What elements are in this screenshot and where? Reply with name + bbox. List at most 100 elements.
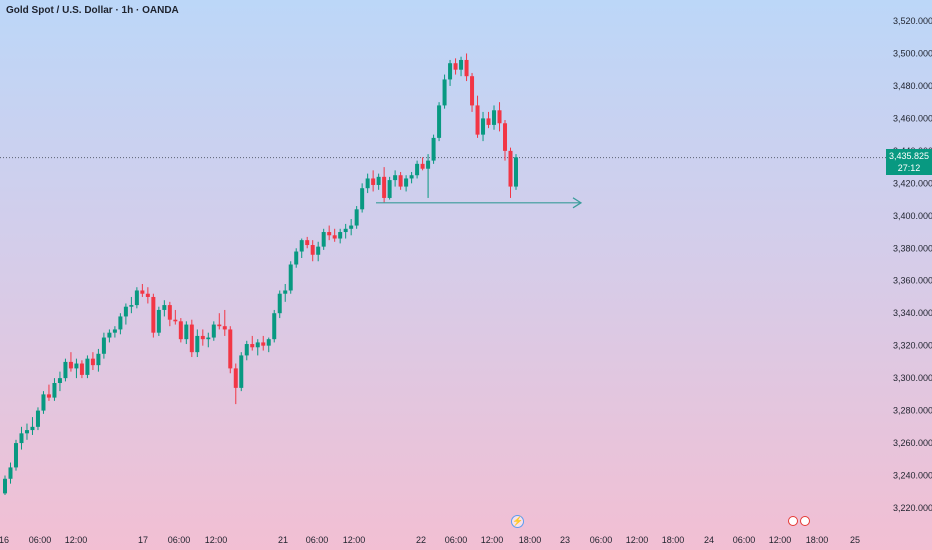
candle-body <box>508 150 513 187</box>
x-tick-label: 12:00 <box>769 535 792 545</box>
candle-body <box>404 178 409 187</box>
y-tick-label: 3,360.000 <box>893 276 932 286</box>
candle-body <box>354 209 359 226</box>
candle-body <box>129 305 134 307</box>
candle-body <box>426 160 431 169</box>
candle-body <box>101 337 106 354</box>
candle-body <box>288 264 293 291</box>
economic-event-icon[interactable] <box>788 516 798 526</box>
x-tick-label: 12:00 <box>343 535 366 545</box>
candle-body <box>459 59 464 70</box>
y-tick-label: 3,520.000 <box>893 16 932 26</box>
candle-body <box>63 361 68 379</box>
candle-body <box>151 296 156 333</box>
y-tick-label: 3,260.000 <box>893 438 932 448</box>
candle-body <box>338 232 343 239</box>
y-tick-label: 3,500.000 <box>893 48 932 58</box>
candle-body <box>13 443 18 468</box>
candle-body <box>30 426 35 431</box>
candle-body <box>112 329 117 333</box>
candle-body <box>305 240 310 246</box>
candle-body <box>497 110 502 124</box>
candle-body <box>118 316 123 330</box>
candle-body <box>283 290 288 294</box>
candle-body <box>327 232 332 236</box>
x-tick-label: 21 <box>278 535 288 545</box>
candle-body <box>272 313 277 340</box>
candle-body <box>173 319 178 322</box>
candle-body <box>387 180 392 198</box>
candle-body <box>486 118 491 125</box>
current-price-value: 3,435.825 <box>888 151 930 161</box>
x-tick-label: 12:00 <box>65 535 88 545</box>
candle-body <box>123 306 128 317</box>
candle-body <box>250 344 255 348</box>
candle-body <box>266 339 271 346</box>
y-tick-label: 3,400.000 <box>893 211 932 221</box>
candle-body <box>52 383 57 398</box>
candle-body <box>140 290 145 294</box>
candle-body <box>316 246 321 255</box>
candle-body <box>8 467 13 479</box>
y-tick-label: 3,300.000 <box>893 373 932 383</box>
candle-body <box>233 368 238 388</box>
candle-body <box>431 137 436 161</box>
candle-body <box>85 358 90 375</box>
x-tick-label: 06:00 <box>29 535 52 545</box>
x-tick-label: 23 <box>560 535 570 545</box>
y-tick-label: 3,220.000 <box>893 503 932 513</box>
candle-body <box>415 163 420 176</box>
candle-body <box>206 337 211 340</box>
x-tick-label: 06:00 <box>306 535 329 545</box>
x-tick-label: 16 <box>0 535 9 545</box>
x-tick-label: 18:00 <box>662 535 685 545</box>
candle-body <box>420 163 425 169</box>
current-price-badge: 3,435.825 27:12 <box>886 149 932 175</box>
candle-body <box>376 176 381 185</box>
candle-body <box>481 118 486 135</box>
x-tick-label: 12:00 <box>626 535 649 545</box>
candle-body <box>310 245 315 255</box>
candle-body <box>437 105 442 138</box>
candle-body <box>332 235 337 239</box>
chart-title: Gold Spot / U.S. Dollar · 1h · OANDA <box>6 5 179 16</box>
candle-body <box>79 363 84 375</box>
y-tick-label: 3,280.000 <box>893 406 932 416</box>
y-tick-label: 3,460.000 <box>893 113 932 123</box>
candle-body <box>442 79 447 106</box>
flash-icon[interactable]: ⚡ <box>511 515 524 528</box>
candle-body <box>156 309 161 333</box>
candle-body <box>514 157 518 187</box>
candle-body <box>255 342 260 348</box>
candle-body <box>349 225 354 229</box>
candle-body <box>371 178 376 185</box>
candle-body <box>41 394 46 411</box>
candle-body <box>3 478 7 494</box>
candle-body <box>145 293 150 297</box>
candle-body <box>68 361 73 369</box>
candle-body <box>464 59 469 77</box>
candle-body <box>162 305 167 310</box>
y-tick-label: 3,320.000 <box>893 341 932 351</box>
x-tick-label: 06:00 <box>445 535 468 545</box>
candle-body <box>195 335 200 353</box>
x-tick-label: 12:00 <box>481 535 504 545</box>
candle-body <box>167 305 172 320</box>
x-tick-label: 06:00 <box>590 535 613 545</box>
x-tick-label: 06:00 <box>168 535 191 545</box>
y-tick-label: 3,340.000 <box>893 308 932 318</box>
candle-body <box>360 188 365 210</box>
candle-body <box>35 410 40 427</box>
candle-body <box>343 228 348 233</box>
candle-body <box>475 105 480 135</box>
candle-body <box>96 353 101 366</box>
y-tick-label: 3,480.000 <box>893 81 932 91</box>
x-tick-label: 18:00 <box>806 535 829 545</box>
candle-body <box>503 123 508 151</box>
y-tick-label: 3,420.000 <box>893 178 932 188</box>
candle-body <box>393 175 398 181</box>
economic-event-icon[interactable] <box>800 516 810 526</box>
candle-body <box>277 293 282 314</box>
candle-body <box>211 324 216 338</box>
